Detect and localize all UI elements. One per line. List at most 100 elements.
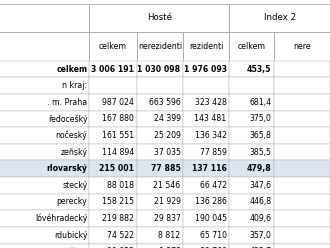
Bar <box>89 4 229 32</box>
Bar <box>274 111 330 127</box>
Text: 88 018: 88 018 <box>107 181 134 190</box>
Bar <box>0 32 89 61</box>
Bar <box>0 177 89 194</box>
Bar <box>89 160 137 177</box>
Bar <box>89 127 137 144</box>
Text: stecký: stecký <box>62 181 87 190</box>
Bar <box>183 94 229 111</box>
Bar <box>183 210 229 227</box>
Text: rezidenti: rezidenti <box>189 42 223 51</box>
Text: 1 030 098: 1 030 098 <box>137 64 181 74</box>
Bar <box>183 61 229 77</box>
Bar <box>183 227 229 244</box>
Bar <box>274 177 330 194</box>
Bar <box>229 77 274 94</box>
Bar <box>274 210 330 227</box>
Text: rlovarský: rlovarský <box>47 164 87 173</box>
Text: 215 001: 215 001 <box>99 164 134 173</box>
Bar <box>0 160 89 177</box>
Bar <box>274 127 330 144</box>
Text: 357,0: 357,0 <box>249 231 271 240</box>
Text: 422,7: 422,7 <box>249 247 271 248</box>
Bar <box>137 77 183 94</box>
Bar <box>0 127 89 144</box>
Text: 323 428: 323 428 <box>195 98 227 107</box>
Text: 9 273: 9 273 <box>158 247 181 248</box>
Bar <box>89 194 137 210</box>
Bar <box>229 94 274 111</box>
Text: 143 481: 143 481 <box>194 114 227 124</box>
Bar <box>137 61 183 77</box>
Bar <box>229 144 274 160</box>
Text: 21 546: 21 546 <box>153 181 181 190</box>
Bar <box>89 111 137 127</box>
Bar <box>0 194 89 210</box>
Text: celkem: celkem <box>99 42 127 51</box>
Bar <box>137 177 183 194</box>
Bar <box>274 144 330 160</box>
Text: 65 710: 65 710 <box>200 231 227 240</box>
Bar <box>137 227 183 244</box>
Bar <box>274 194 330 210</box>
Bar <box>89 177 137 194</box>
Bar <box>229 32 274 61</box>
Bar <box>0 144 89 160</box>
Text: 29 837: 29 837 <box>154 214 181 223</box>
Bar <box>274 32 330 61</box>
Bar <box>229 227 274 244</box>
Text: 987 024: 987 024 <box>102 98 134 107</box>
Bar <box>0 94 89 111</box>
Text: Hosté: Hosté <box>147 13 172 23</box>
Bar <box>229 177 274 194</box>
Bar <box>274 61 330 77</box>
Bar <box>137 94 183 111</box>
Bar <box>274 77 330 94</box>
Text: 99 033: 99 033 <box>108 247 134 248</box>
Bar <box>137 160 183 177</box>
Bar <box>229 127 274 144</box>
Text: 219 882: 219 882 <box>102 214 134 223</box>
Text: nerezidenti: nerezidenti <box>138 42 182 51</box>
Bar <box>89 227 137 244</box>
Bar <box>0 61 89 77</box>
Text: 137 116: 137 116 <box>192 164 227 173</box>
Bar <box>137 127 183 144</box>
Bar <box>183 244 229 248</box>
Text: 167 880: 167 880 <box>102 114 134 124</box>
Bar <box>137 32 183 61</box>
Bar <box>229 61 274 77</box>
Bar <box>0 77 89 94</box>
Text: 663 596: 663 596 <box>149 98 181 107</box>
Bar <box>229 160 274 177</box>
Bar <box>183 144 229 160</box>
Bar <box>89 94 137 111</box>
Bar <box>0 4 89 32</box>
Bar <box>89 244 137 248</box>
Bar <box>183 32 229 61</box>
Bar <box>137 111 183 127</box>
Bar <box>274 227 330 244</box>
Text: 24 399: 24 399 <box>153 114 181 124</box>
Bar <box>137 144 183 160</box>
Bar <box>229 194 274 210</box>
Text: 375,0: 375,0 <box>249 114 271 124</box>
Bar <box>137 210 183 227</box>
Text: 21 929: 21 929 <box>153 197 181 207</box>
Bar <box>0 111 89 127</box>
Text: 365,8: 365,8 <box>249 131 271 140</box>
Bar <box>274 94 330 111</box>
Text: 77 859: 77 859 <box>200 148 227 157</box>
Text: nočeský: nočeský <box>56 131 87 140</box>
Text: 479,8: 479,8 <box>247 164 271 173</box>
Text: celkem: celkem <box>56 64 87 74</box>
Bar <box>89 61 137 77</box>
Text: lóvéhradecký: lóvéhradecký <box>35 214 87 223</box>
Bar <box>183 127 229 144</box>
Text: zeňský: zeňský <box>60 148 87 157</box>
Text: 3 006 191: 3 006 191 <box>91 64 134 74</box>
Text: 66 472: 66 472 <box>200 181 227 190</box>
Text: 409,6: 409,6 <box>249 214 271 223</box>
Text: perecky: perecky <box>57 197 87 207</box>
Text: 8 812: 8 812 <box>158 231 181 240</box>
Bar <box>274 244 330 248</box>
